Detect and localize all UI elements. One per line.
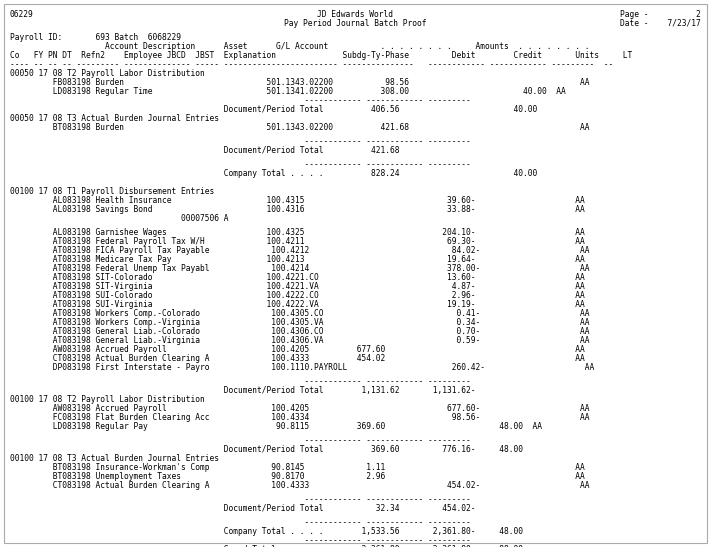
Text: AT083198 SIT-Virginia                        100.4221.VA                        : AT083198 SIT-Virginia 100.4221.VA <box>10 282 584 291</box>
Text: AT083198 Workers Comp.-Colorado               100.4305.CO                       : AT083198 Workers Comp.-Colorado 100.4305… <box>10 309 589 318</box>
Text: DP083198 First Interstate - Payro             100.1110.PAYROLL                  : DP083198 First Interstate - Payro 100.11… <box>10 363 594 372</box>
Text: AT083198 SIT-Colorado                        100.4221.CO                        : AT083198 SIT-Colorado 100.4221.CO <box>10 273 584 282</box>
Text: BT083198 Insurance-Workman's Comp             90.8145             1.11          : BT083198 Insurance-Workman's Comp 90.814… <box>10 463 584 472</box>
Text: Document/Period Total          421.68: Document/Period Total 421.68 <box>10 146 400 155</box>
FancyBboxPatch shape <box>4 4 707 543</box>
Text: AW083198 Accrued Payroll                      100.4205                          : AW083198 Accrued Payroll 100.4205 <box>10 404 589 413</box>
Text: ------------ ------------ ---------: ------------ ------------ --------- <box>10 137 471 146</box>
Text: ------------ ------------ ---------: ------------ ------------ --------- <box>10 436 471 445</box>
Text: LD083198 Regular Pay                           90.8115          369.60          : LD083198 Regular Pay 90.8115 369.60 <box>10 422 542 430</box>
Text: Page -          2: Page - 2 <box>620 10 701 19</box>
Text: 06229: 06229 <box>10 10 33 19</box>
Text: BT083198 Burden                              501.1343.02200          421.68     : BT083198 Burden 501.1343.02200 421.68 <box>10 123 589 132</box>
Text: 00100 17 08 T2 Payroll Labor Distribution: 00100 17 08 T2 Payroll Labor Distributio… <box>10 395 205 404</box>
Text: 00050 17 08 T2 Payroll Labor Distribution: 00050 17 08 T2 Payroll Labor Distributio… <box>10 69 205 78</box>
Text: AT083198 Medicare Tax Pay                    100.4213                           : AT083198 Medicare Tax Pay 100.4213 <box>10 255 584 264</box>
Text: ------------ ------------ ---------: ------------ ------------ --------- <box>10 494 471 504</box>
Text: Co   FY PN DT  Refn2    Employee JBCD  JBST  Explanation              Subdg-Ty-P: Co FY PN DT Refn2 Employee JBCD JBST Exp… <box>10 51 632 60</box>
Text: AW083198 Accrued Payroll                      100.4205          677.60          : AW083198 Accrued Payroll 100.4205 677.60 <box>10 345 584 354</box>
Text: AT083198 General Liab.-Colorado               100.4306.CO                       : AT083198 General Liab.-Colorado 100.4306… <box>10 327 589 336</box>
Text: Pay Period Journal Batch Proof: Pay Period Journal Batch Proof <box>284 19 427 28</box>
Text: Document/Period Total          406.56                        40.00: Document/Period Total 406.56 40.00 <box>10 105 538 114</box>
Text: Date -    7/23/17: Date - 7/23/17 <box>620 19 701 28</box>
Text: AT083198 General Liab.-Virginia               100.4306.VA                       : AT083198 General Liab.-Virginia 100.4306… <box>10 336 589 345</box>
Text: AT083198 SUI-Virginia                        100.4222.VA                        : AT083198 SUI-Virginia 100.4222.VA <box>10 300 584 309</box>
Text: ------------ ------------ ---------: ------------ ------------ --------- <box>10 160 471 169</box>
Text: 00100 17 08 T3 Actual Burden Journal Entries: 00100 17 08 T3 Actual Burden Journal Ent… <box>10 453 219 463</box>
Text: BT083198 Unemployment Taxes                   90.8170             2.96          : BT083198 Unemployment Taxes 90.8170 2.96 <box>10 472 584 481</box>
Text: AT083198 Workers Comp.-Virginia               100.4305.VA                       : AT083198 Workers Comp.-Virginia 100.4305… <box>10 318 589 327</box>
Text: Company Total . . . .        1,533.56       2,361.80-     48.00: Company Total . . . . 1,533.56 2,361.80-… <box>10 527 523 536</box>
Text: AT083198 Federal Payroll Tax W/H             100.4211                           : AT083198 Federal Payroll Tax W/H 100.421… <box>10 237 584 246</box>
Text: JD Edwards World: JD Edwards World <box>317 10 393 19</box>
Text: 00007506 A: 00007506 A <box>10 214 228 223</box>
Text: AT083198 Federal Unemp Tax Payabl             100.4214                          : AT083198 Federal Unemp Tax Payabl 100.42… <box>10 264 589 273</box>
Text: Grand Total . . . .          2,361.80       2,361.80-     88.00: Grand Total . . . . 2,361.80 2,361.80- 8… <box>10 545 523 547</box>
Text: ---- -- -- -- --------- -------------- ----- ------------------------ ----------: ---- -- -- -- --------- -------------- -… <box>10 60 614 69</box>
Text: AL083198 Health Insurance                    100.4315                           : AL083198 Health Insurance 100.4315 <box>10 196 584 205</box>
Text: AT083198 SUI-Colorado                        100.4222.CO                        : AT083198 SUI-Colorado 100.4222.CO <box>10 291 584 300</box>
Text: Document/Period Total        1,131.62       1,131.62-: Document/Period Total 1,131.62 1,131.62- <box>10 386 476 395</box>
Text: Document/Period Total          369.60         776.16-     48.00: Document/Period Total 369.60 776.16- 48.… <box>10 445 523 453</box>
Text: Account Description      Asset      G/L Account           . . . . . . . .     Am: Account Description Asset G/L Account . … <box>10 42 589 51</box>
Text: AL083198 Garnishee Wages                     100.4325                           : AL083198 Garnishee Wages 100.4325 <box>10 228 584 237</box>
Text: Company Total . . . .          828.24                        40.00: Company Total . . . . 828.24 40.00 <box>10 169 538 178</box>
Text: FB083198 Burden                              501.1343.02200           98.56     : FB083198 Burden 501.1343.02200 98.56 <box>10 78 589 87</box>
Text: CT083198 Actual Burden Clearing A             100.4333          454.02          : CT083198 Actual Burden Clearing A 100.43… <box>10 354 584 363</box>
Text: ------------ ------------ ---------: ------------ ------------ --------- <box>10 517 471 527</box>
Text: CT083198 Actual Burden Clearing A             100.4333                          : CT083198 Actual Burden Clearing A 100.43… <box>10 481 589 490</box>
Text: Payroll ID:       693 Batch  6068229: Payroll ID: 693 Batch 6068229 <box>10 33 181 42</box>
Text: 00100 17 08 T1 Payroll Disbursement Entries: 00100 17 08 T1 Payroll Disbursement Entr… <box>10 187 214 196</box>
Text: ------------ ------------ ---------: ------------ ------------ --------- <box>10 536 471 545</box>
Text: ------------ ------------ ---------: ------------ ------------ --------- <box>10 377 471 386</box>
Text: FC083198 Flat Burden Clearing Acc             100.4334                          : FC083198 Flat Burden Clearing Acc 100.43… <box>10 413 589 422</box>
Text: AT083198 FICA Payroll Tax Payable             100.4212                          : AT083198 FICA Payroll Tax Payable 100.42… <box>10 246 589 255</box>
Text: Document/Period Total           32.34         454.02-: Document/Period Total 32.34 454.02- <box>10 504 476 513</box>
Text: LD083198 Regular Time                        501.1341.02200          308.00     : LD083198 Regular Time 501.1341.02200 308… <box>10 87 566 96</box>
Text: AL083198 Savings Bond                        100.4316                           : AL083198 Savings Bond 100.4316 <box>10 205 584 214</box>
Text: 00050 17 08 T3 Actual Burden Journal Entries: 00050 17 08 T3 Actual Burden Journal Ent… <box>10 114 219 123</box>
Text: ------------ ------------ ---------: ------------ ------------ --------- <box>10 96 471 105</box>
